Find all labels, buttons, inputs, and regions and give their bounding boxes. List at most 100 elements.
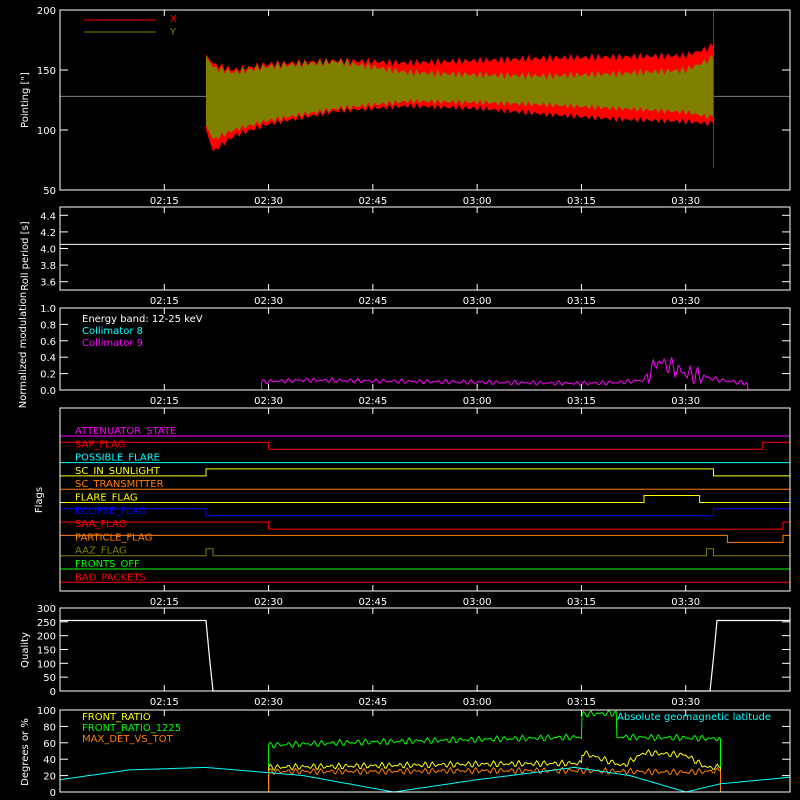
x-tick-label: 02:30 [254,396,283,407]
y-tick-label: 150 [37,646,56,657]
front-frame [59,709,791,793]
x-tick-label: 02:30 [254,296,283,307]
flag-label: AAZ_FLAG [75,546,127,557]
front-ylabel: Degrees or % [20,718,31,786]
x-tick-label: 03:15 [567,396,596,407]
flag-label: SAA_FLAG [75,519,126,530]
flag-label: FRONTS_OFF [75,559,140,570]
legend-x-label: X [170,14,177,25]
roll-panel: 3.6 3.8 4.0 4.2 4.4 02:15 02:30 02:45 03:00 03:1… [20,206,791,307]
flag-label: SAP_FLAG [75,439,125,450]
front-legend-max-det: MAX_DET_VS_TOT [82,734,174,745]
x-tick-label: 02:45 [358,697,387,708]
flag-line [60,468,790,477]
x-tick-label: 02:15 [150,697,179,708]
pointing-panel: 50 100 150 200 02:15 02:30 02:45 03:00 03:15 03:… [20,6,791,207]
modulation-xticks: 02:15 02:30 02:45 03:00 03:15 03:30 [150,308,700,407]
flags-panel: ATTENUATOR_STATE SAP_FLAG POSSIBLE_FLARE SC… [34,407,791,608]
flag-line [60,548,790,557]
y-tick-label: 60 [43,739,56,750]
y-tick-label: 200 [37,632,56,643]
x-tick-label: 03:30 [671,296,700,307]
quality-ylabel: Quality [20,632,31,668]
y-tick-label: 4.4 [40,211,56,222]
modulation-legend-c9: Collimator 9 [82,338,143,349]
flag-label: SC_TRANSMITTER [75,479,164,490]
x-tick-label: 02:45 [358,396,387,407]
front-series-line [268,766,721,792]
pointing-data [60,10,790,169]
x-tick-label: 03:15 [567,697,596,708]
y-tick-label: 3.6 [40,278,56,289]
x-tick-label: 03:00 [463,296,492,307]
y-tick-label: 0.6 [40,337,56,348]
x-tick-label: 02:15 [150,296,179,307]
roll-xticks: 02:15 02:30 02:45 03:00 03:15 03:30 [150,207,700,307]
x-tick-label: 03:15 [567,196,596,207]
y-tick-label: 1.0 [40,304,56,315]
flag-label: FLARE_FLAG [75,493,138,504]
y-tick-label: 100 [37,126,56,137]
front-yticks: 0 20 40 60 80 100 [37,706,790,799]
y-tick-label: 300 [37,604,56,615]
x-tick-label: 03:00 [463,697,492,708]
flags-frame [59,407,791,592]
y-tick-label: 4.0 [40,245,56,256]
front-series-line [59,766,791,793]
y-tick-label: 0.0 [40,386,56,397]
quality-xticks: 02:15 02:30 02:45 03:00 03:15 03:30 [150,608,700,708]
x-tick-label: 02:30 [254,597,283,608]
x-tick-label: 02:45 [358,296,387,307]
flag-line [59,521,791,530]
flag-line [59,441,791,450]
y-tick-label: 100 [37,706,56,717]
modulation-ylabel: Normalized modulation [18,292,29,409]
x-tick-label: 02:15 [150,597,179,608]
y-tick-label: 20 [43,772,56,783]
flag-label: SC_IN_SUNLIGHT [75,466,161,477]
x-tick-label: 03:30 [671,196,700,207]
flag-label: ECLIPSE_FLAG [75,506,146,517]
y-tick-label: 0.2 [40,370,56,381]
x-tick-label: 03:00 [463,597,492,608]
pointing-ylabel: Pointing ["] [20,72,31,128]
front-legend-front-ratio-1225: FRONT_RATIO_1225 [82,723,181,734]
y-tick-label: 200 [37,6,56,17]
x-tick-label: 03:15 [567,296,596,307]
y-tick-label: 50 [43,186,56,197]
y-tick-label: 3.8 [40,261,56,272]
modulation-panel: 0.00.20.40.60.81.0 02:15 02:30 02:45 03:00 0… [18,292,791,409]
x-tick-label: 03:00 [463,396,492,407]
x-tick-label: 02:45 [358,196,387,207]
roll-ylabel: Roll period [s] [20,221,31,290]
modulation-yticks: 0.0 0.2 0.4 0.6 0.8 1.0 [40,304,790,397]
flag-label: POSSIBLE_FLARE [75,453,160,464]
x-tick-label: 02:30 [254,196,283,207]
flag-line [60,495,790,503]
flags-xticks: 02:15 02:30 02:45 03:00 03:15 03:30 [150,408,700,608]
flags-data: ATTENUATOR_STATE SAP_FLAG POSSIBLE_FLARE SC… [59,426,791,583]
pointing-legend: X Y [84,14,177,38]
quality-yticks: 0 50 100 150 200 250 300 [37,604,790,698]
y-tick-label: 100 [37,659,56,670]
x-tick-label: 03:15 [567,597,596,608]
legend-y-label: Y [169,27,177,38]
x-tick-label: 03:30 [671,697,700,708]
front-annotation-latitude: Absolute geomagnetic latitude [617,712,771,723]
x-tick-label: 02:30 [254,697,283,708]
x-tick-label: 03:00 [463,196,492,207]
flags-ylabel: Flags [34,487,45,513]
front-data [59,709,791,793]
flag-line [59,534,791,543]
x-tick-label: 02:15 [150,196,179,207]
y-tick-label: 250 [37,618,56,629]
pointing-frame [59,9,791,191]
flag-label: PARTICLE_FLAG [75,532,152,543]
y-tick-label: 0 [50,687,56,698]
x-tick-label: 02:45 [358,597,387,608]
front-legend-front-ratio: FRONT_RATIO [82,712,151,723]
x-tick-label: 03:30 [671,396,700,407]
front-series-line [268,749,721,792]
